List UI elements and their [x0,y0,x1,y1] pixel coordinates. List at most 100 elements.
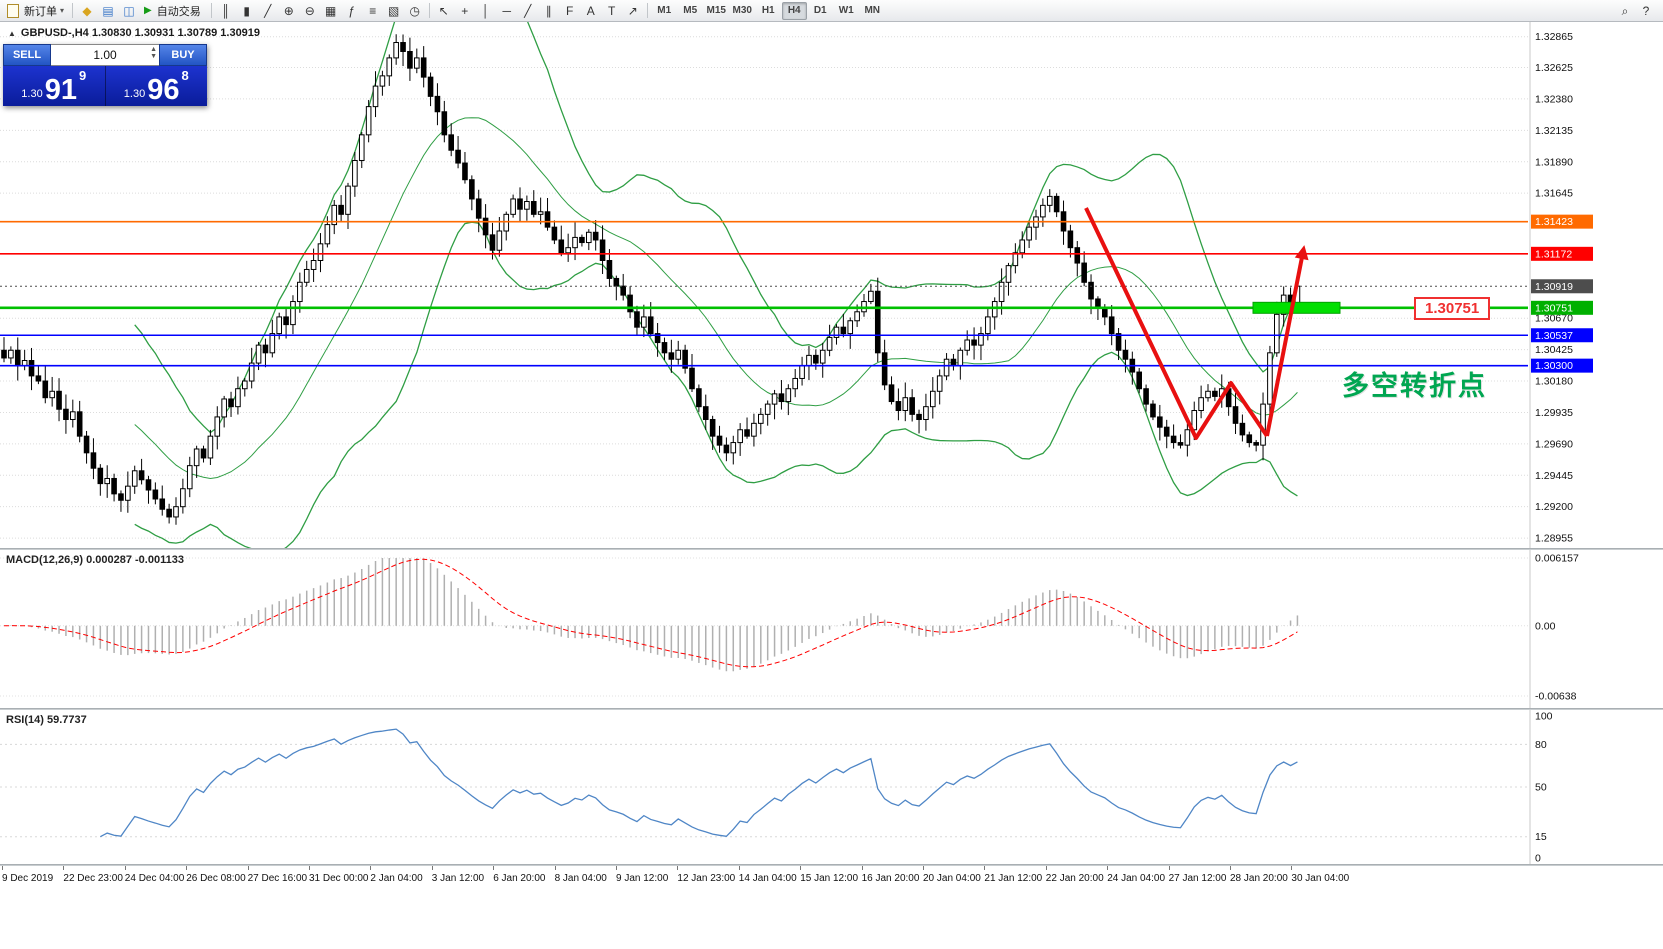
zoom-in-button[interactable]: ⊕ [279,2,299,20]
price-axis-label: 1.30670 [1535,313,1573,325]
price-badge-1.31423 [1531,214,1593,229]
market-watch-button[interactable]: ◆ [77,2,97,20]
price-badge-1.30537 [1531,328,1593,343]
buy-price[interactable]: 1.30 96 8 [106,66,208,106]
text-button[interactable]: A [581,2,601,20]
volume-value: 1.00 [93,48,117,62]
tile-windows-icon: ▦ [325,3,337,18]
stepper-up-icon[interactable]: ▲ [150,46,157,53]
macd-indicator-panel[interactable]: 0.006157 0.00 -0.00638 [0,550,1663,708]
volume-stepper[interactable]: ▲ ▼ [150,46,157,60]
bar-chart-button[interactable]: ║ [216,2,236,20]
line-chart-button[interactable]: ╱ [258,2,278,20]
time-tick [370,866,372,870]
sell-price-sup: 9 [78,68,87,83]
trend-zigzag-annotation[interactable] [1084,207,1269,440]
navigator-button[interactable]: ◫ [119,2,139,20]
candlestick-chart-button[interactable]: ▮ [237,2,257,20]
text-icon: A [586,3,595,18]
objects-list-button[interactable]: ≡ [363,2,383,20]
zoom-out-icon: ⊖ [304,3,315,18]
bollinger-band-line [134,22,1299,434]
timeframe-h4-button[interactable]: H4 [781,1,807,20]
new-order-button[interactable]: 新订单 ▾ [3,2,68,20]
channel-button[interactable]: ∥ [539,2,559,20]
new-order-icon [7,3,19,18]
templates-button[interactable]: ▧ [384,2,404,20]
timeframe-m1-button[interactable]: M1 [657,5,672,16]
data-window-button[interactable]: ▤ [98,2,118,20]
time-tick [63,866,65,870]
up-arrow-annotation[interactable] [1265,245,1309,437]
templates-icon: ▧ [388,3,400,18]
price-axis-label: 1.30180 [1535,376,1573,388]
time-tick [1045,866,1047,870]
one-click-trading-panel: SELL 1.00 ▲ ▼ BUY 1.30 91 9 1.30 96 8 [3,44,207,106]
draw-icons-group: ↖ + │ ─ ╱ ∥ F A T ↗ [434,2,643,20]
main-price-chart[interactable]: 1.32865 1.32625 1.32380 1.32135 1.31890 1.316… [0,22,1663,549]
arrow-tool-button[interactable]: ↗ [623,2,643,20]
sell-price[interactable]: 1.30 91 9 [3,66,106,106]
one-click-toggle-icon[interactable]: ▲ [8,28,16,38]
toolbar-separator [646,3,648,18]
timeframe-h1-button[interactable]: H1 [761,5,775,16]
macd-signal-line [3,558,1298,668]
price-badge-text: 1.30537 [1535,330,1573,342]
search-button[interactable]: ⌕ [1615,2,1635,20]
timeframe-mn-button[interactable]: MN [864,5,880,16]
level-price-label[interactable]: 1.30751 [1414,296,1491,320]
ohlc-text: GBPUSD-,H4 1.30830 1.30931 1.30789 1.309… [20,27,261,39]
toolbar-separator [428,3,430,18]
search-icon: ⌕ [1621,3,1629,18]
bar-chart-icon: ║ [221,3,230,18]
annotation-text[interactable]: 多空转折点 [1342,371,1487,401]
rsi-axis-label: 15 [1535,831,1547,843]
time-axis-label: 2 Jan 04:00 [370,873,423,884]
crosshair-button[interactable]: + [455,2,475,20]
timeframe-d1-button[interactable]: D1 [813,5,827,16]
stepper-down-icon[interactable]: ▼ [150,53,157,60]
price-axis-label: 1.32865 [1535,31,1573,43]
period-button[interactable]: ◷ [405,2,425,20]
volume-input[interactable]: 1.00 ▲ ▼ [51,44,159,66]
price-axis-label: 1.32625 [1535,62,1573,74]
tile-windows-button[interactable]: ▦ [321,2,341,20]
timeframe-m15-button[interactable]: M15 [706,5,726,16]
time-tick [616,866,617,870]
panel-separator[interactable] [0,708,1663,710]
panel-separator[interactable] [0,864,1663,866]
rsi-indicator-panel[interactable]: 100 80 50 15 0 [0,710,1663,864]
timeframe-m30-button[interactable]: M30 [732,5,752,16]
macd-histogram [10,558,1299,672]
time-tick [1168,866,1170,870]
vertical-line-button[interactable]: │ [476,2,496,20]
zoom-out-button[interactable]: ⊖ [300,2,320,20]
window-icons-group: ◆ ▤ ◫ [77,2,139,20]
candlestick-chart-icon: ▮ [243,3,251,18]
cursor-button[interactable]: ↖ [434,2,454,20]
highlight-zone-rect[interactable] [1252,301,1341,314]
market-watch-icon: ◆ [82,3,92,18]
rsi-axis-label: 50 [1535,782,1547,794]
sell-button[interactable]: SELL [3,44,51,66]
timeframe-m5-button[interactable]: M5 [683,5,698,16]
time-axis[interactable]: 9 Dec 2019 22 Dec 23:00 24 Dec 04:00 26 Dec… [0,866,1663,949]
navigator-icon: ◫ [123,3,135,18]
auto-trading-button[interactable]: ▶ 自动交易 [140,2,207,20]
panel-separator[interactable] [0,548,1663,550]
help-button[interactable]: ? [1636,2,1656,20]
bollinger-band-line [134,221,1298,549]
buy-price-prefix: 1.30 [123,88,146,100]
indicators-button[interactable]: ƒ [342,2,362,20]
trendline-button[interactable]: ╱ [518,2,538,20]
price-axis-label: 1.28955 [1535,533,1573,545]
price-axis-label: 1.32380 [1535,93,1573,105]
fibonacci-button[interactable]: F [560,2,580,20]
buy-button[interactable]: BUY [159,44,207,66]
time-tick [431,866,433,870]
price-badge-text: 1.31172 [1535,248,1572,260]
timeframe-w1-button[interactable]: W1 [838,5,854,16]
horizontal-line-button[interactable]: ─ [497,2,517,20]
label-button[interactable]: T [602,2,622,20]
fibonacci-icon: F [566,3,574,18]
